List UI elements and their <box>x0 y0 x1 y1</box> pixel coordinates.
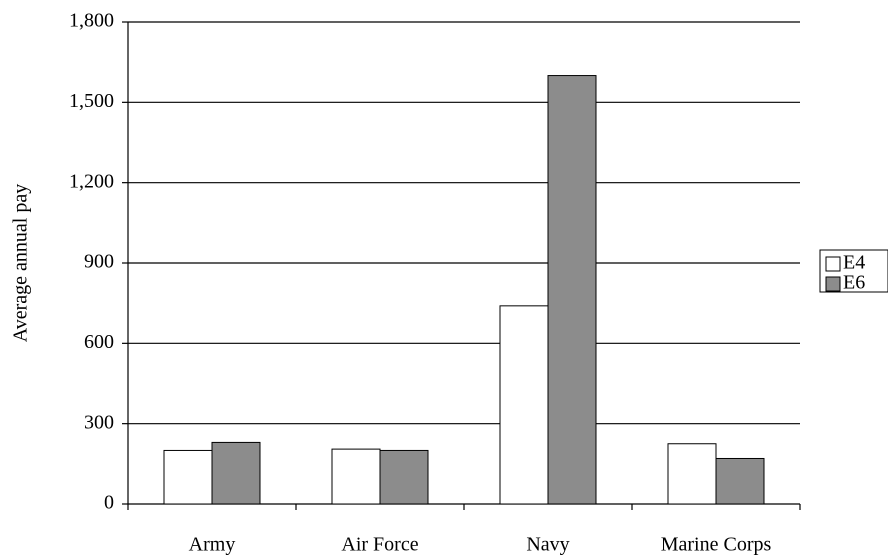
bar <box>163 449 213 505</box>
y-tick-label: 600 <box>84 331 114 353</box>
bar <box>547 75 597 505</box>
x-tick-label: Air Force <box>341 534 418 556</box>
legend-box <box>819 249 888 293</box>
bar <box>715 457 765 505</box>
y-tick-label: 0 <box>104 492 114 514</box>
y-axis-label: Average annual pay <box>10 184 32 342</box>
legend-label: E4 <box>843 252 865 274</box>
legend-label: E6 <box>843 272 865 294</box>
bar <box>211 441 261 505</box>
y-tick-label: 300 <box>84 411 114 433</box>
y-tick-label: 1,200 <box>69 170 114 192</box>
x-tick-label: Army <box>189 534 236 556</box>
bar <box>667 443 717 505</box>
y-tick-label: 1,800 <box>69 10 114 32</box>
legend-swatch <box>825 256 841 272</box>
x-tick-label: Marine Corps <box>661 534 772 556</box>
bar <box>379 449 429 505</box>
legend-swatch <box>825 276 841 292</box>
y-tick-label: 900 <box>84 251 114 273</box>
x-tick-label: Navy <box>526 534 569 556</box>
bar <box>499 305 549 505</box>
y-tick-label: 1,500 <box>69 90 114 112</box>
bar <box>331 448 381 505</box>
